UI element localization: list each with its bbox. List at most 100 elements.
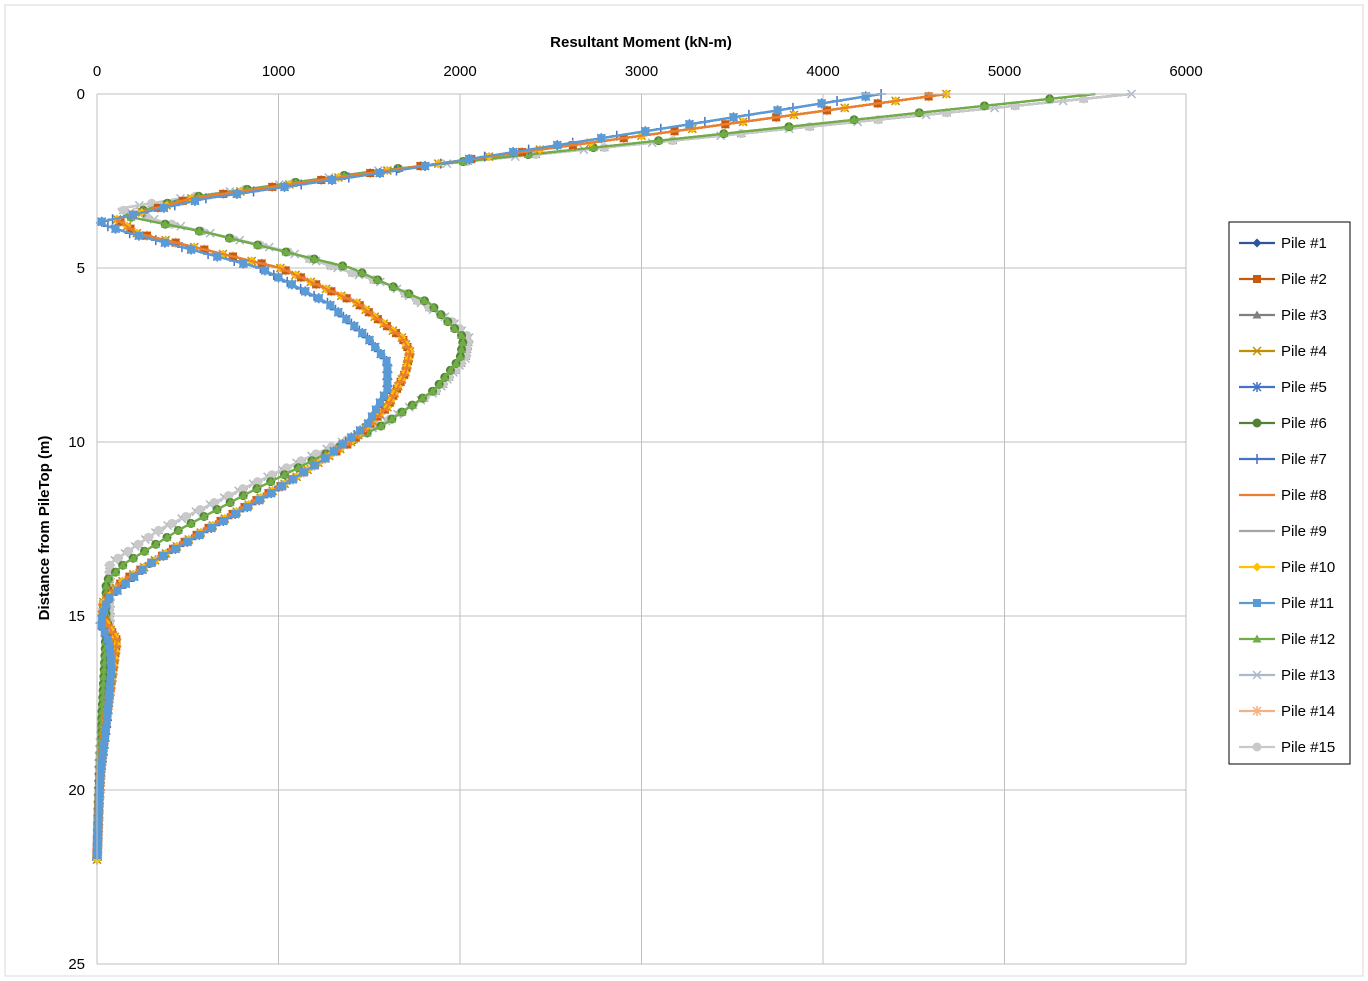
data-point	[404, 289, 414, 298]
data-point	[338, 440, 347, 449]
data-point	[103, 635, 112, 644]
data-point	[368, 412, 377, 421]
data-point	[133, 539, 143, 549]
data-point	[729, 113, 738, 122]
data-point	[371, 342, 380, 351]
data-point	[105, 642, 114, 651]
data-point	[134, 231, 143, 240]
data-point	[171, 544, 180, 553]
data-point	[105, 593, 114, 602]
legend-marker	[1252, 310, 1262, 319]
legend-label: Pile #6	[1281, 415, 1327, 432]
data-point	[465, 155, 474, 164]
data-point	[98, 753, 107, 762]
data-point	[443, 317, 453, 326]
chart-area-border	[4, 4, 1364, 977]
data-point	[342, 315, 351, 324]
data-point	[243, 503, 252, 512]
legend-marker	[1252, 346, 1262, 356]
data-point	[100, 607, 109, 616]
data-point	[97, 621, 106, 630]
x-tick-label: 5000	[988, 63, 1021, 80]
data-point	[103, 574, 113, 583]
data-point	[94, 823, 103, 832]
legend-marker	[1252, 670, 1262, 680]
legend-item: Pile #13	[1239, 667, 1335, 684]
data-point	[231, 510, 240, 519]
legend-item: Pile #15	[1239, 739, 1335, 756]
data-point	[358, 329, 367, 338]
legend-label: Pile #3	[1281, 307, 1327, 324]
data-point	[232, 189, 241, 198]
data-point	[99, 746, 108, 755]
data-point	[118, 205, 128, 215]
legend-item: Pile #1	[1239, 235, 1327, 252]
data-point	[194, 226, 204, 235]
data-point	[299, 468, 308, 477]
data-point	[111, 567, 121, 576]
data-point	[95, 788, 104, 797]
data-point	[183, 537, 192, 546]
data-point	[382, 356, 391, 365]
data-point	[186, 518, 196, 527]
data-point	[212, 505, 222, 514]
data-point	[326, 301, 335, 310]
legend-item: Pile #7	[1239, 451, 1327, 468]
data-point	[159, 203, 168, 212]
data-point	[151, 539, 161, 548]
data-point	[364, 419, 373, 428]
data-point	[375, 168, 384, 177]
data-point	[553, 141, 562, 150]
grid	[96, 93, 1187, 965]
data-point	[138, 565, 147, 574]
data-point	[225, 498, 235, 507]
data-point	[773, 106, 782, 115]
data-point	[357, 268, 367, 277]
data-point	[105, 690, 114, 699]
y-tick-label: 5	[77, 260, 85, 277]
data-point	[279, 470, 289, 479]
data-point	[130, 572, 139, 581]
data-point	[94, 809, 103, 818]
data-point	[181, 511, 191, 521]
data-point	[654, 136, 664, 145]
data-point	[195, 505, 205, 515]
legend-label: Pile #14	[1281, 703, 1335, 720]
data-point	[209, 498, 219, 508]
legend-item: Pile #2	[1239, 271, 1327, 288]
data-point	[287, 280, 296, 289]
data-point	[436, 310, 446, 319]
data-point	[238, 484, 248, 494]
x-tick-label: 3000	[625, 63, 658, 80]
data-point	[428, 386, 438, 395]
data-point	[597, 134, 606, 143]
data-point	[376, 421, 386, 430]
y-tick-label: 25	[68, 956, 85, 973]
y-tick-label: 15	[68, 608, 85, 625]
data-point	[267, 470, 277, 480]
data-point	[101, 581, 111, 590]
data-point	[105, 560, 115, 570]
data-point	[103, 711, 112, 720]
y-tick-label: 0	[77, 86, 85, 103]
legend-label: Pile #13	[1281, 667, 1335, 684]
x-tick-label: 4000	[806, 63, 839, 80]
data-point	[103, 704, 112, 713]
data-point	[274, 273, 283, 282]
data-point	[121, 579, 130, 588]
data-point	[106, 649, 115, 658]
data-point	[328, 175, 337, 184]
data-point	[979, 101, 989, 110]
data-point	[309, 254, 319, 263]
data-point	[252, 477, 262, 487]
data-point	[1045, 94, 1055, 103]
data-point	[128, 210, 137, 219]
data-point	[187, 245, 196, 254]
data-point	[419, 296, 429, 305]
data-point	[434, 379, 444, 388]
data-point	[849, 115, 859, 124]
x-tick-label: 6000	[1169, 63, 1202, 80]
data-point	[123, 546, 133, 556]
data-point	[641, 127, 650, 136]
